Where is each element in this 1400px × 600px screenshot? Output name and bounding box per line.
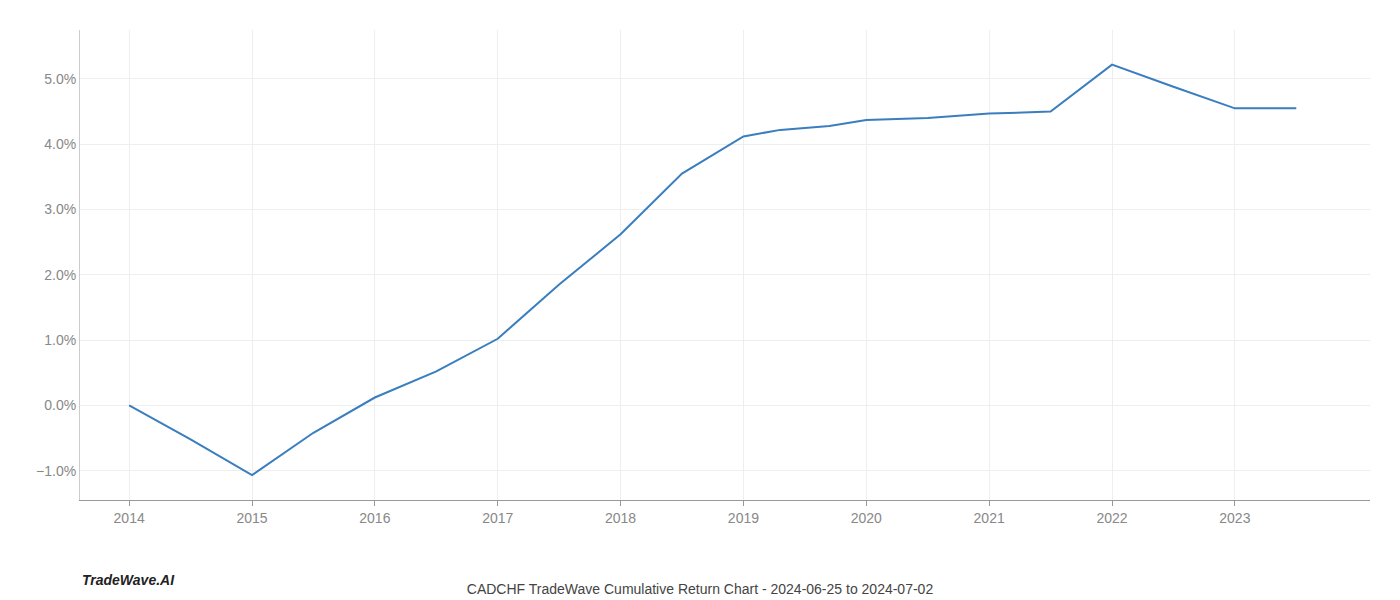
svg-text:2019: 2019 (728, 510, 759, 526)
svg-text:2021: 2021 (974, 510, 1005, 526)
svg-text:4.0%: 4.0% (44, 136, 76, 152)
svg-text:TradeWave.AI: TradeWave.AI (82, 572, 175, 588)
svg-text:−1.0%: −1.0% (36, 463, 76, 479)
svg-text:2016: 2016 (359, 510, 390, 526)
svg-text:2020: 2020 (851, 510, 882, 526)
svg-text:2.0%: 2.0% (44, 267, 76, 283)
svg-text:2022: 2022 (1096, 510, 1127, 526)
svg-text:2023: 2023 (1219, 510, 1250, 526)
svg-text:3.0%: 3.0% (44, 201, 76, 217)
svg-text:CADCHF TradeWave Cumulative Re: CADCHF TradeWave Cumulative Return Chart… (467, 581, 934, 597)
svg-text:0.0%: 0.0% (44, 397, 76, 413)
svg-text:1.0%: 1.0% (44, 332, 76, 348)
svg-text:2014: 2014 (114, 510, 145, 526)
svg-text:5.0%: 5.0% (44, 71, 76, 87)
svg-text:2015: 2015 (236, 510, 267, 526)
svg-text:2018: 2018 (605, 510, 636, 526)
svg-text:2017: 2017 (482, 510, 513, 526)
